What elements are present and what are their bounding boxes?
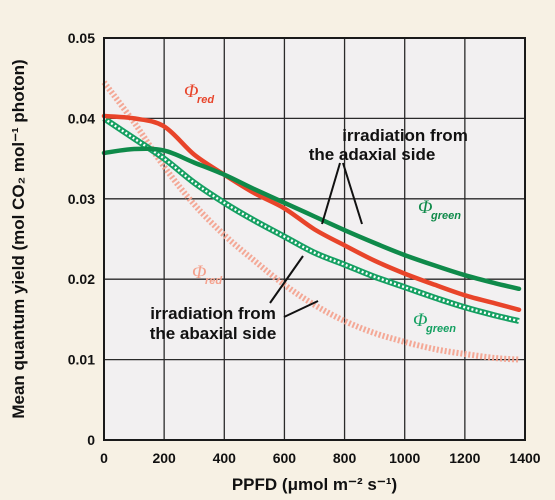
callout-abaxial-0 (269, 255, 304, 304)
series-layer (101, 80, 522, 363)
label-phi-green-adaxial: Φ (418, 197, 432, 218)
x-tick-label-1400: 1400 (509, 450, 540, 466)
label-phi-red-abaxial-sub: red (205, 275, 222, 287)
series-line-1 (101, 146, 522, 292)
y-tick-label-0.01: 0.01 (68, 352, 95, 368)
plot-area (104, 38, 525, 440)
series-line-2 (101, 80, 520, 363)
callout-abaxial-1 (283, 300, 319, 318)
x-tick-label-1200: 1200 (449, 450, 480, 466)
label-phi-red-adaxial-sub: red (197, 94, 214, 106)
annotation-adaxial: irradiation from the adaxial side (309, 126, 468, 164)
x-tick-label-0: 0 (100, 450, 108, 466)
y-tick-label-0: 0 (87, 432, 95, 448)
annotation-adaxial-line1: irradiation from (342, 126, 468, 145)
callout-adaxial-0 (321, 162, 341, 225)
x-tick-label-600: 600 (273, 450, 297, 466)
axes: 0 200 400 600 800 1000 1200 1400 0 0.01 0.02 0.03 0.… (68, 30, 541, 466)
y-tick-label-0.04: 0.04 (68, 110, 95, 126)
x-tick-label-1000: 1000 (389, 450, 420, 466)
y-axis-label: Mean quantum yield (mol CO₂ mol⁻¹ photon… (9, 59, 28, 418)
y-tick-label-0.05: 0.05 (68, 30, 95, 46)
label-phi-green-adaxial-sub: green (430, 210, 461, 222)
x-axis-label: PPFD (μmol m⁻² s⁻¹) (232, 475, 397, 494)
series-line-0 (101, 113, 522, 313)
plot-frame (103, 37, 526, 441)
annotation-adaxial-line2: the adaxial side (309, 145, 436, 164)
label-phi-red-adaxial: Φ (184, 81, 198, 102)
callout-lines (269, 162, 363, 318)
series-line-3-markers (103, 117, 520, 323)
x-tick-label-200: 200 (152, 450, 176, 466)
y-tick-label-0.02: 0.02 (68, 271, 95, 287)
annotation-abaxial: irradiation from the abaxial side (150, 304, 277, 343)
y-tick-label-0.03: 0.03 (68, 191, 95, 207)
callout-adaxial-1 (342, 162, 363, 225)
annotation-abaxial-line2: the abaxial side (150, 324, 277, 343)
x-tick-label-400: 400 (213, 450, 237, 466)
annotation-abaxial-line1: irradiation from (150, 304, 276, 323)
x-tick-label-800: 800 (333, 450, 357, 466)
label-phi-green-abaxial-sub: green (425, 323, 456, 335)
label-phi-green-abaxial: Φ (413, 310, 427, 331)
label-phi-red-abaxial: Φ (192, 262, 206, 283)
